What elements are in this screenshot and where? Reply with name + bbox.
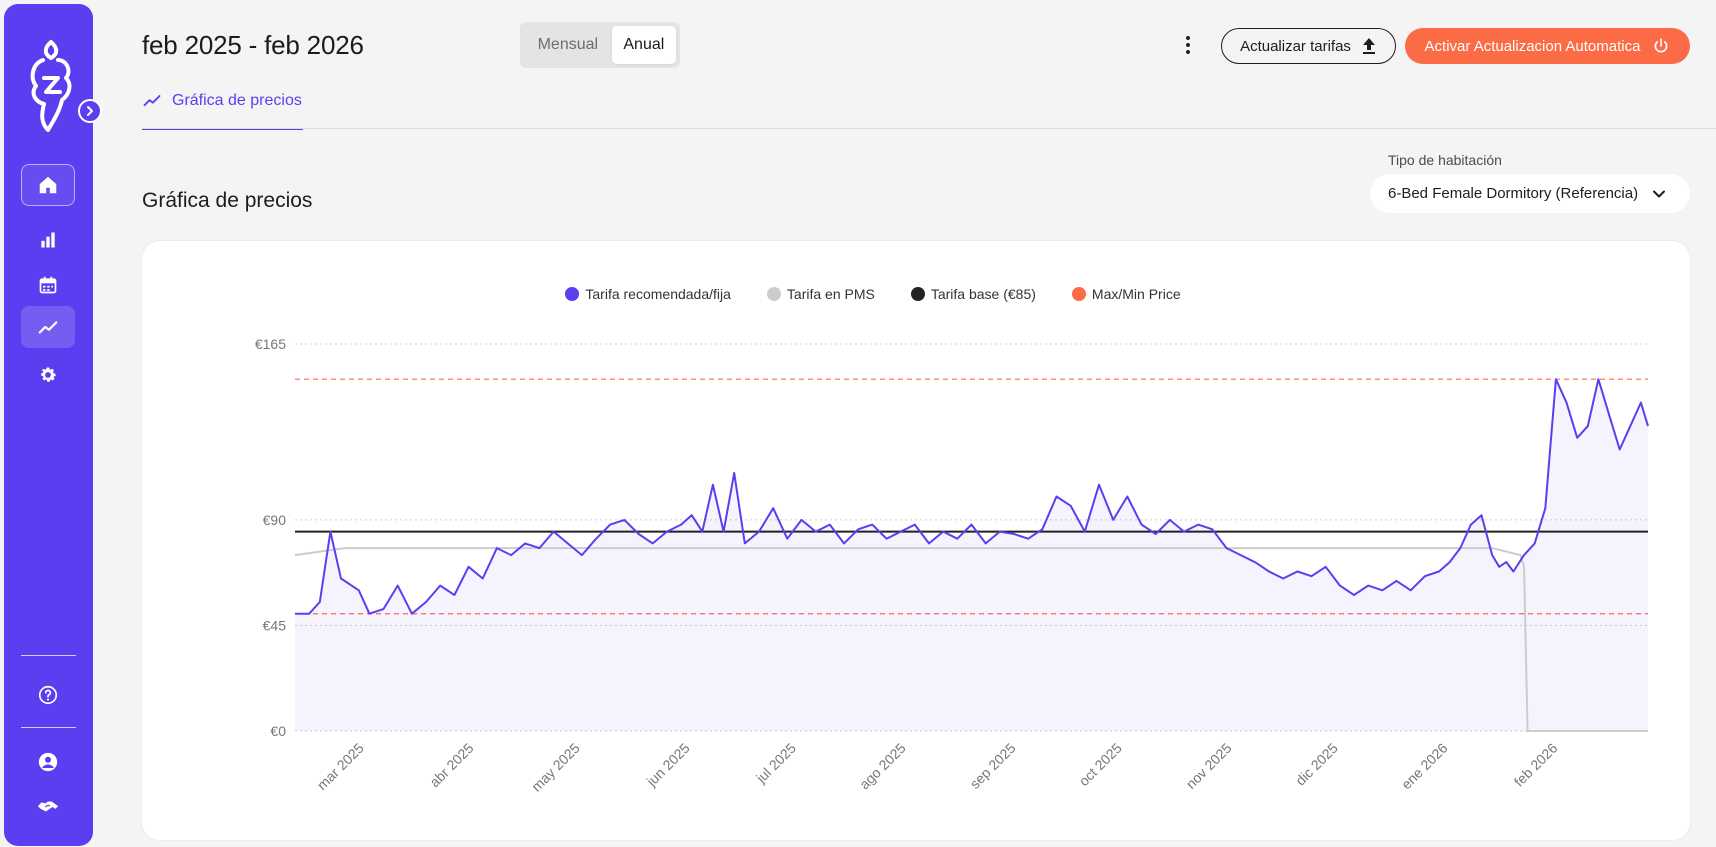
- more-options-button[interactable]: [1178, 32, 1198, 58]
- y-tick-label: €45: [263, 617, 287, 633]
- x-tick-label: jun 2025: [643, 740, 693, 790]
- sidebar-divider: [21, 727, 76, 728]
- chart-card: [142, 241, 1690, 840]
- x-tick-label: nov 2025: [1183, 740, 1235, 792]
- bar-chart-icon: [41, 232, 55, 248]
- legend-item[interactable]: Tarifa recomendada/fija: [565, 286, 731, 302]
- trend-icon: [38, 321, 58, 334]
- legend-item[interactable]: Max/Min Price: [1071, 286, 1181, 302]
- kebab-dot: [1186, 36, 1190, 40]
- x-tick-label: feb 2026: [1511, 740, 1561, 790]
- x-tick-label: oct 2025: [1076, 740, 1125, 789]
- kebab-dot: [1186, 50, 1190, 54]
- x-tick-label: sep 2025: [967, 740, 1019, 792]
- calendar-icon: [39, 276, 57, 294]
- tab-price-chart[interactable]: Gráfica de precios: [142, 92, 303, 130]
- header-divider: [142, 128, 1716, 129]
- update-rates-button[interactable]: Actualizar tarifas: [1221, 28, 1396, 64]
- auto-update-button[interactable]: Activar Actualizacion Automatica: [1405, 28, 1690, 64]
- handshake-icon: [37, 801, 59, 812]
- sidebar: [4, 4, 93, 846]
- legend-dot: [910, 287, 925, 301]
- chevron-down-icon: [1653, 190, 1666, 197]
- sidebar-item-home[interactable]: [21, 164, 75, 206]
- x-tick-label: mar 2025: [314, 740, 367, 793]
- upload-icon: [1362, 38, 1375, 54]
- update-rates-label: Actualizar tarifas: [1240, 37, 1351, 55]
- sidebar-item-settings[interactable]: [21, 354, 75, 396]
- x-tick-label: jul 2025: [752, 740, 799, 787]
- sidebar-item-calendar[interactable]: [21, 264, 75, 306]
- sidebar-item-analytics[interactable]: [21, 219, 75, 261]
- recommended-rate-area: [295, 379, 1648, 731]
- auto-update-label: Activar Actualizacion Automatica: [1424, 37, 1641, 55]
- room-type-label: Tipo de habitación: [1388, 152, 1502, 168]
- chart-legend: Tarifa recomendada/fija Tarifa en PMS Tari…: [0, 286, 1716, 302]
- user-icon: [38, 752, 58, 772]
- legend-item[interactable]: Tarifa base (€85): [910, 286, 1036, 302]
- legend-label: Tarifa en PMS: [786, 286, 875, 302]
- sidebar-item-help[interactable]: [21, 674, 75, 716]
- period-toggle: Mensual Anual: [520, 22, 680, 68]
- x-tick-label: may 2025: [528, 740, 583, 795]
- kebab-dot: [1186, 43, 1190, 47]
- tab-label: Gráfica de precios: [172, 92, 302, 109]
- power-icon: [1655, 38, 1668, 53]
- legend-dot: [565, 287, 580, 301]
- legend-label: Tarifa recomendada/fija: [585, 286, 731, 302]
- help-icon: [38, 685, 58, 705]
- genie-logo-icon: [30, 40, 72, 132]
- chevron-right-icon: [87, 106, 93, 116]
- section-title: Gráfica de precios: [142, 189, 313, 212]
- legend-label: Max/Min Price: [1091, 286, 1181, 302]
- legend-dot: [1071, 287, 1086, 301]
- sidebar-item-account[interactable]: [21, 741, 75, 783]
- gear-icon: [41, 367, 56, 382]
- period-title: feb 2025 - feb 2026: [142, 30, 364, 60]
- sidebar-divider: [21, 655, 76, 656]
- y-tick-label: €90: [263, 512, 287, 528]
- room-type-value: 6-Bed Female Dormitory (Referencia): [1388, 185, 1639, 202]
- recommended-rate-line: [295, 378, 1649, 615]
- legend-label: Tarifa base (€85): [930, 286, 1036, 302]
- sidebar-item-price-chart[interactable]: [21, 306, 75, 348]
- x-tick-label: abr 2025: [426, 740, 477, 791]
- x-tick-label: ago 2025: [856, 740, 909, 793]
- y-tick-label: €165: [255, 336, 286, 352]
- x-tick-label: ene 2026: [1398, 740, 1451, 793]
- y-tick-label: €0: [270, 723, 286, 739]
- toggle-anual[interactable]: Anual: [611, 26, 676, 64]
- legend-item[interactable]: Tarifa en PMS: [766, 286, 875, 302]
- home-icon: [39, 176, 57, 194]
- sidebar-collapse-button[interactable]: [78, 99, 102, 123]
- room-type-select[interactable]: 6-Bed Female Dormitory (Referencia): [1370, 174, 1690, 213]
- x-tick-label: dic 2025: [1292, 740, 1341, 789]
- sidebar-item-partners[interactable]: [21, 786, 75, 828]
- legend-dot: [766, 287, 781, 301]
- toggle-mensual[interactable]: Mensual: [537, 36, 599, 53]
- trend-icon: [143, 95, 161, 107]
